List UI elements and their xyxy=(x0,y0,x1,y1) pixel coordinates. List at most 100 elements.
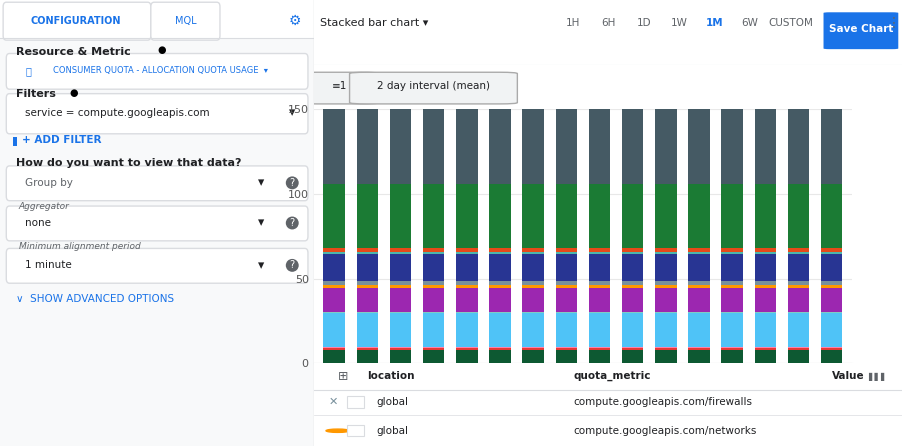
Bar xyxy=(555,285,576,288)
Bar xyxy=(456,254,477,281)
Bar xyxy=(787,347,808,348)
Bar xyxy=(489,314,511,347)
Bar xyxy=(588,285,610,288)
FancyBboxPatch shape xyxy=(349,72,517,104)
FancyBboxPatch shape xyxy=(6,206,308,241)
Bar xyxy=(555,248,576,252)
Text: ●: ● xyxy=(157,45,165,55)
Bar xyxy=(654,348,676,350)
Bar xyxy=(323,288,345,312)
Bar xyxy=(555,314,576,347)
Bar xyxy=(654,350,676,363)
Text: ⋮: ⋮ xyxy=(887,16,900,29)
Bar xyxy=(390,348,410,350)
Bar xyxy=(820,109,842,184)
Bar xyxy=(422,348,444,350)
Bar xyxy=(555,312,576,314)
Bar xyxy=(820,348,842,350)
Bar xyxy=(787,350,808,363)
Bar xyxy=(687,312,709,314)
Text: ▾: ▾ xyxy=(257,176,263,190)
Bar xyxy=(721,285,742,288)
Bar xyxy=(390,252,410,254)
Bar xyxy=(521,109,543,184)
Text: global: global xyxy=(375,397,408,407)
Bar xyxy=(390,285,410,288)
Bar xyxy=(390,288,410,312)
Bar xyxy=(621,312,643,314)
Bar xyxy=(323,184,345,248)
Bar xyxy=(323,347,345,348)
Bar xyxy=(390,314,410,347)
Bar xyxy=(588,312,610,314)
Text: compute.googleapis.com/networks: compute.googleapis.com/networks xyxy=(573,426,756,436)
Bar xyxy=(323,281,345,285)
Bar xyxy=(521,285,543,288)
Bar xyxy=(521,254,543,281)
Bar xyxy=(555,254,576,281)
Bar xyxy=(754,281,775,285)
Bar xyxy=(621,248,643,252)
Bar xyxy=(390,350,410,363)
Bar xyxy=(687,248,709,252)
Bar xyxy=(588,288,610,312)
Bar xyxy=(456,248,477,252)
Bar xyxy=(820,184,842,248)
Bar xyxy=(721,252,742,254)
Bar xyxy=(621,347,643,348)
Bar xyxy=(787,248,808,252)
Text: ≡1: ≡1 xyxy=(332,81,347,91)
Bar xyxy=(346,396,364,408)
Bar xyxy=(654,252,676,254)
Bar xyxy=(687,184,709,248)
Bar xyxy=(555,288,576,312)
Bar xyxy=(687,350,709,363)
Circle shape xyxy=(326,429,349,432)
Bar xyxy=(621,285,643,288)
Text: 6W: 6W xyxy=(741,18,758,28)
Bar xyxy=(555,281,576,285)
Bar xyxy=(456,347,477,348)
Text: 1 minute: 1 minute xyxy=(25,260,72,270)
FancyBboxPatch shape xyxy=(3,2,151,40)
Bar xyxy=(687,109,709,184)
Bar xyxy=(588,348,610,350)
Bar xyxy=(754,347,775,348)
Bar xyxy=(356,184,378,248)
Bar xyxy=(489,348,511,350)
Bar xyxy=(489,252,511,254)
Bar xyxy=(721,314,742,347)
Bar xyxy=(422,288,444,312)
Bar xyxy=(820,254,842,281)
Bar xyxy=(588,248,610,252)
Text: ?: ? xyxy=(290,260,294,270)
Bar xyxy=(687,314,709,347)
Text: 1D: 1D xyxy=(636,18,650,28)
Bar xyxy=(422,314,444,347)
Bar xyxy=(654,312,676,314)
Bar xyxy=(654,314,676,347)
Text: global: global xyxy=(375,426,408,436)
Bar xyxy=(489,281,511,285)
Text: CONFIGURATION: CONFIGURATION xyxy=(30,16,121,26)
Text: ?: ? xyxy=(290,178,294,188)
Bar xyxy=(654,184,676,248)
Bar xyxy=(456,281,477,285)
Bar xyxy=(456,288,477,312)
Bar xyxy=(754,288,775,312)
Text: ●: ● xyxy=(69,88,78,98)
Text: ⚙: ⚙ xyxy=(289,14,301,28)
Text: CUSTOM: CUSTOM xyxy=(768,18,813,28)
Text: 1W: 1W xyxy=(670,18,687,28)
Bar xyxy=(621,184,643,248)
Bar xyxy=(521,252,543,254)
Bar xyxy=(521,312,543,314)
Bar xyxy=(323,254,345,281)
Bar xyxy=(820,288,842,312)
Text: service = compute.googleapis.com: service = compute.googleapis.com xyxy=(25,108,209,118)
Bar xyxy=(621,350,643,363)
Bar xyxy=(754,248,775,252)
Bar xyxy=(489,350,511,363)
Bar xyxy=(521,350,543,363)
Bar xyxy=(356,312,378,314)
